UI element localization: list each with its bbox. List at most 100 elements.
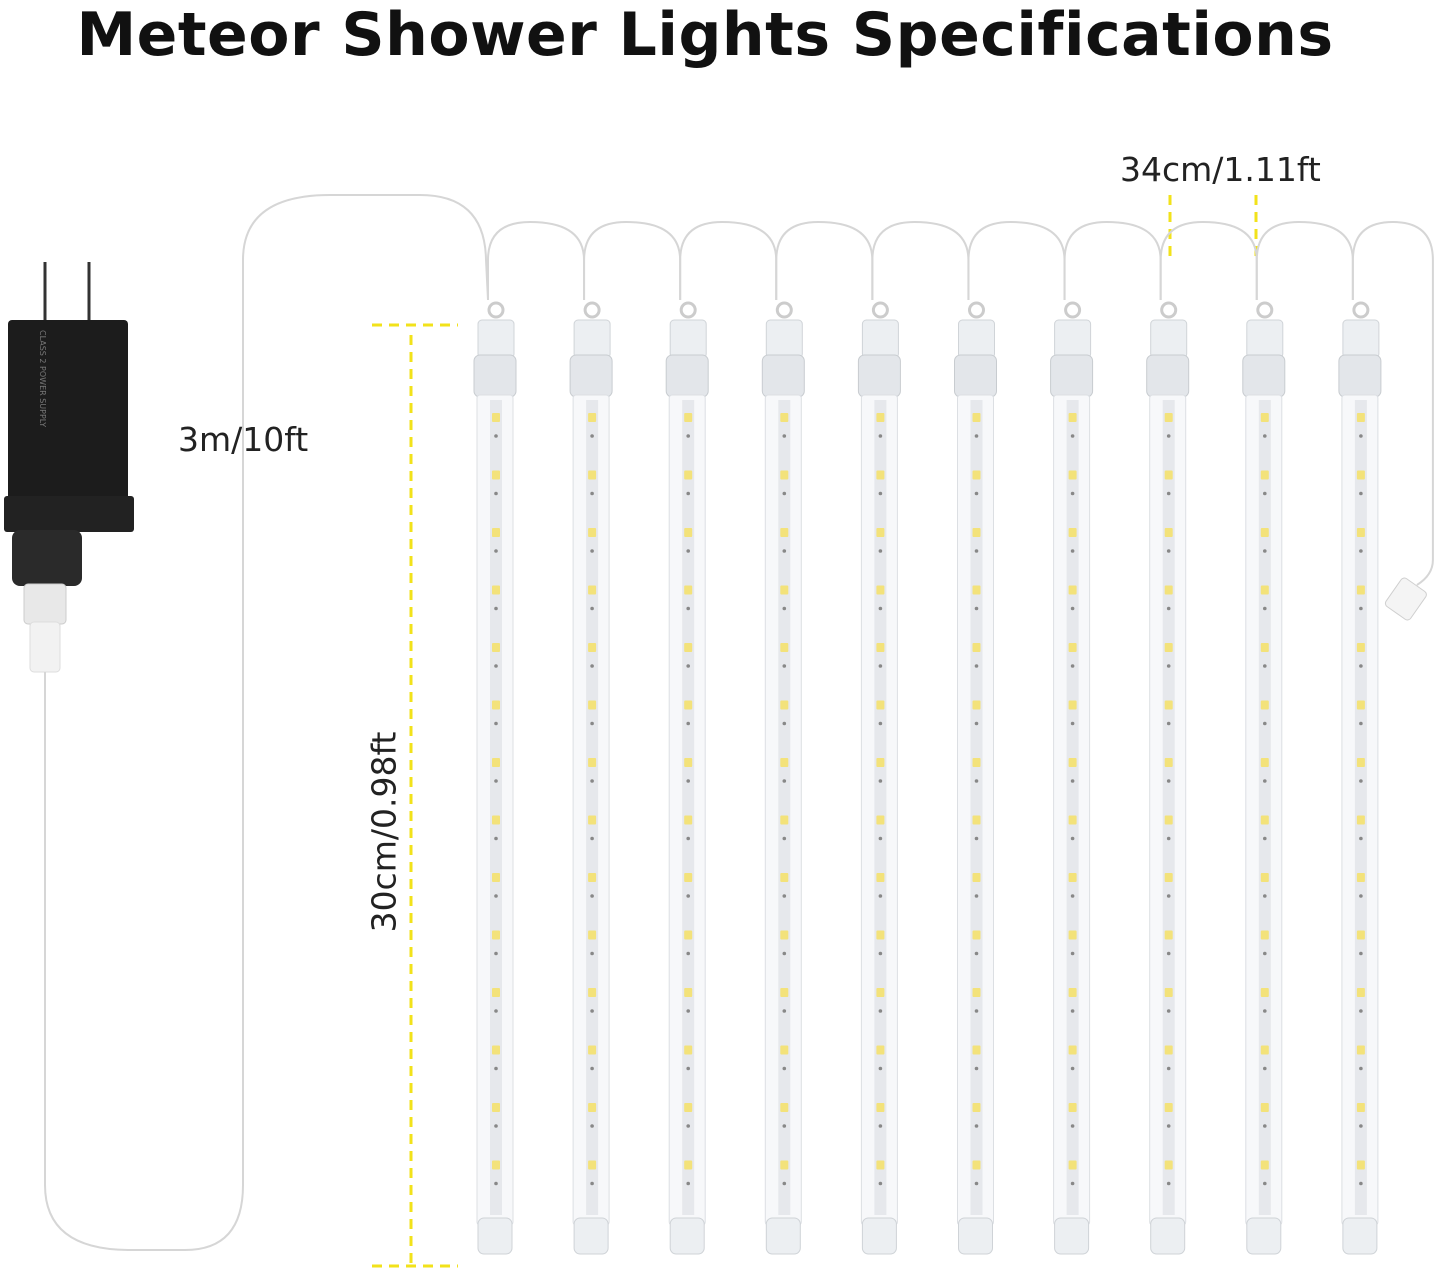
resistor-dot [974,1066,979,1071]
resistor-dot [782,434,787,438]
light-tube [761,220,874,1255]
resistor-dot [878,1181,883,1186]
resistor-dot [1070,1181,1075,1186]
led [588,700,597,710]
led [780,930,789,940]
resistor-dot [686,1066,690,1071]
led [780,470,789,480]
resistor-dot [1166,1066,1171,1071]
resistor-dot [974,549,979,553]
resistor-dot [494,779,498,783]
led [1356,758,1365,767]
tube-cap-upper [861,319,899,359]
tube-cap-upper [477,319,515,359]
led [1260,930,1269,940]
led [1260,1045,1269,1055]
resistor-dot [782,1124,787,1128]
resistor-dot [494,951,498,956]
resistor-dot [686,1009,690,1013]
resistor-dot [878,491,883,496]
light-tube [954,220,1066,1255]
led [1068,470,1077,480]
led [780,528,789,537]
led [1356,930,1365,940]
tube-end-cap [1150,1217,1186,1255]
led-strip [586,400,599,1215]
resistor-dot [1263,664,1267,668]
resistor-dot [1166,1124,1171,1128]
led [684,1160,693,1170]
tube-cap [665,354,709,398]
led [972,815,981,825]
led [684,470,693,480]
led [780,988,789,997]
resistor-dot [590,1066,594,1071]
resistor-dot [974,1181,979,1186]
led [492,930,500,940]
led [876,1160,885,1170]
led [1164,528,1173,537]
led [684,873,693,882]
resistor-dot [1070,779,1075,783]
resistor-dot [878,664,883,668]
led [492,815,500,825]
tube-cap [761,354,805,398]
resistor-dot [1070,1009,1075,1013]
led [876,643,885,652]
led [780,873,789,882]
led [1260,528,1269,537]
resistor-dot [1359,1066,1363,1071]
resistor-dot [782,491,787,496]
resistor-dot [686,721,690,726]
led [972,700,981,710]
tube-cap [569,354,613,398]
led [1068,1160,1077,1170]
resistor-dot [782,1009,787,1013]
led-strip [1258,400,1271,1215]
led [972,930,981,940]
resistor-dot [1070,721,1075,726]
hanging-loop [679,301,697,319]
hanging-loop [1352,301,1370,319]
tube-cap-upper [958,319,995,359]
led [588,815,597,825]
led [972,643,981,652]
resistor-dot [1359,1181,1363,1186]
tube-cap [954,354,997,398]
led [492,700,500,710]
led [780,815,789,825]
resistor-dot [782,721,787,726]
led [492,988,500,997]
led [780,1103,789,1112]
resistor-dot [1070,1066,1075,1071]
adapter-socket [12,530,82,586]
led [1164,1103,1173,1112]
led [684,1103,693,1112]
led [684,930,693,940]
led [876,758,885,767]
tube-cap-upper [1054,319,1092,359]
tube-length-label: 30cm/0.98ft [364,731,404,933]
hanging-loop [1256,301,1274,319]
led [1068,1045,1077,1055]
resistor-dot [1359,779,1363,783]
led-strip [1354,400,1367,1215]
light-tube [473,220,585,1255]
resistor-dot [686,664,690,668]
resistor-dot [782,779,787,783]
led [492,470,500,480]
resistor-dot [782,1066,787,1071]
led [876,585,885,595]
resistor-dot [1263,721,1267,726]
connecting-wire [679,220,778,300]
led [1068,413,1077,422]
resistor-dot [494,434,498,438]
resistor-dot [1070,951,1075,956]
tube-cap-upper [765,319,803,359]
resistor-dot [1359,664,1363,668]
resistor-dot [1263,606,1267,611]
led [1356,1045,1365,1055]
tube-end-cap [958,1217,993,1255]
led [876,1045,885,1055]
led [1068,700,1077,710]
